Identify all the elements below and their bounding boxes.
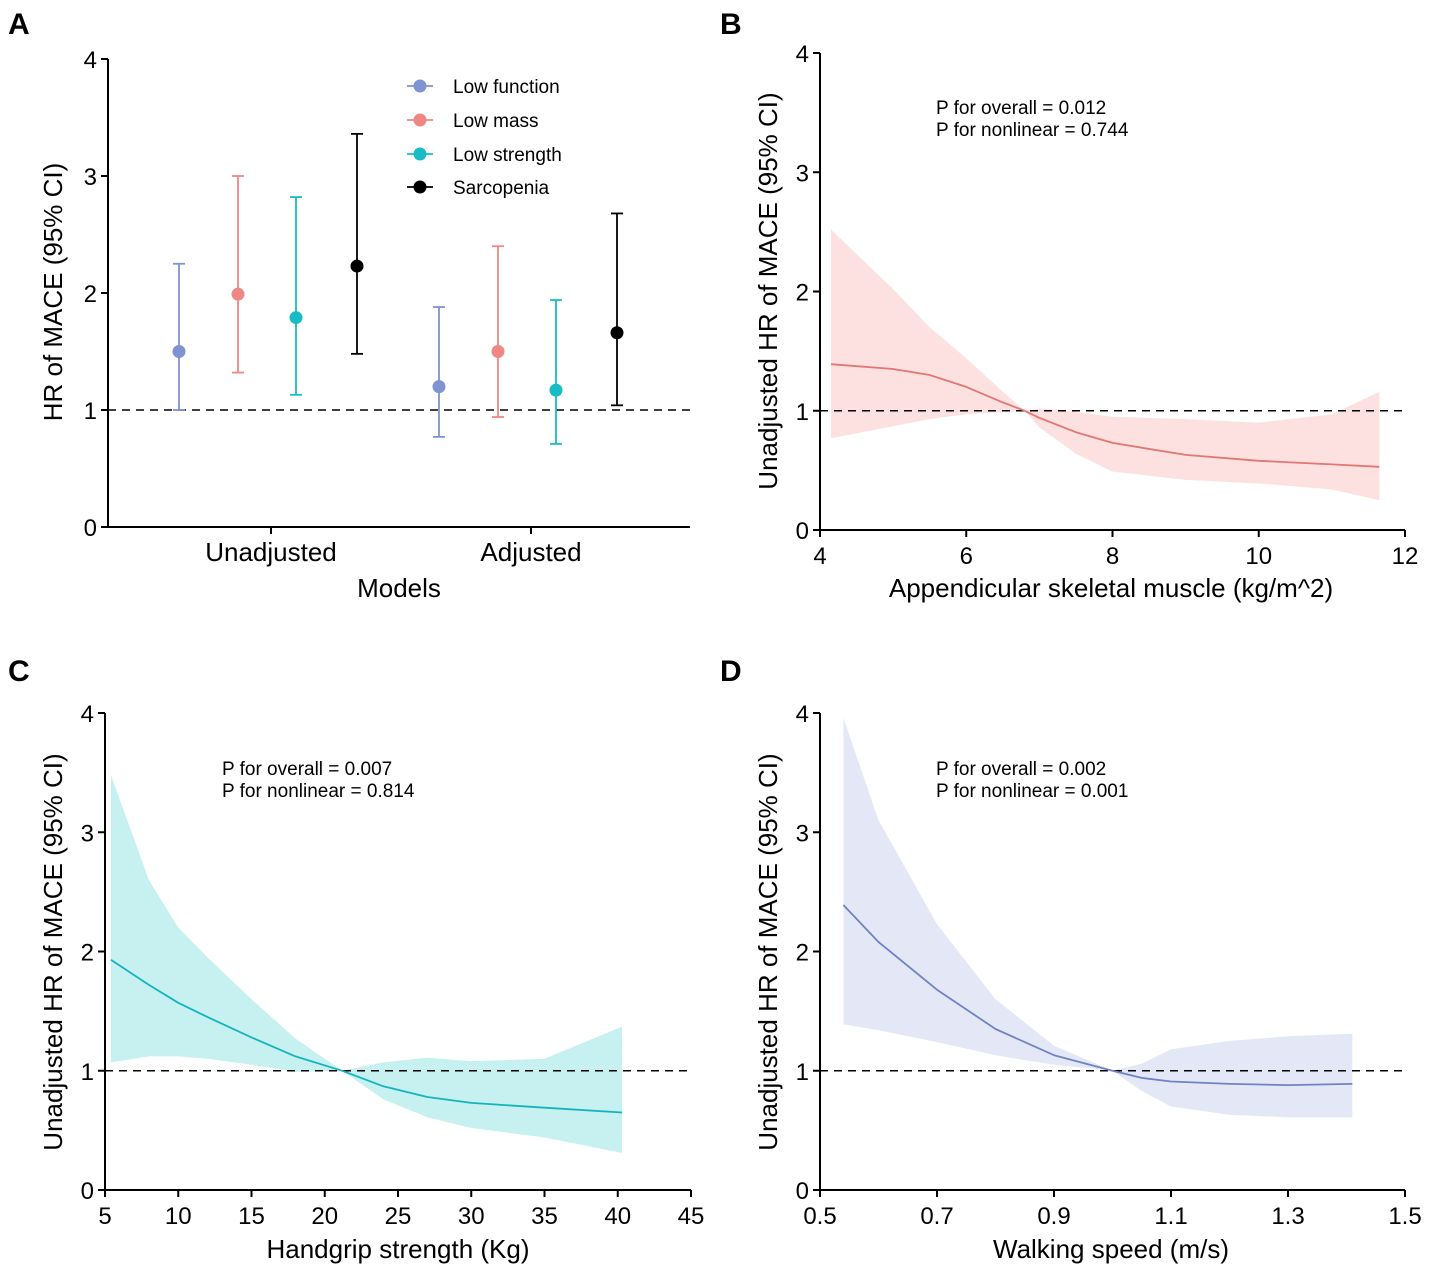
panel-b-label: B [720,8,742,41]
panel-c-ci-band [110,775,623,1153]
panel-d-y-tick-label: 0 [796,1178,809,1205]
errorbar-low-function-unadjusted [172,262,186,411]
legend-label-low-mass: Low mass [453,111,539,132]
errorbar-low-mass-adjusted [491,245,505,418]
panel-b-x-tick-label: 4 [813,543,826,570]
legend-marker-low-mass [413,113,427,127]
panel-c-y-tick-label: 0 [81,1178,94,1205]
errorbar-point [432,380,446,394]
panel-d-y-tick-label: 1 [796,1059,809,1086]
panel-c-x-tick-label: 10 [165,1203,192,1230]
panel-b-x-tick-label: 8 [1106,543,1119,570]
panel-c-x-tick-label: 25 [385,1203,412,1230]
panel-c-hr-curve [110,959,623,1114]
panel-c-label: C [8,655,30,688]
panel-c-y-tick-label: 3 [81,820,94,847]
panel-c-y-tick-label: 4 [81,701,94,728]
errorbar-point [610,326,624,340]
panel-d-xlabel: Walking speed (m/s) [993,1234,1229,1264]
panel-a-y-tick-label: 4 [84,47,97,74]
legend-label-low-strength: Low strength [453,145,562,166]
panel-a-y-tick-label: 0 [84,515,97,542]
panel-c-x-tick-label: 40 [604,1203,631,1230]
panel-b-y-tick-label: 4 [796,41,809,68]
errorbar-low-function-adjusted [432,306,446,438]
panel-d-p-nonlinear: P for nonlinear = 0.001 [936,781,1128,802]
panel-b-x-tick-label: 12 [1392,543,1419,570]
panel-b-y-tick-label: 3 [796,160,809,187]
errorbar-low-strength-unadjusted [289,196,303,396]
panel-a-ylabel: HR of MACE (95% CI) [38,163,68,422]
panel-c-xlabel: Handgrip strength (Kg) [266,1234,529,1264]
legend-marker-low-function [413,79,427,93]
panel-c-x-tick-label: 15 [238,1203,265,1230]
panel-a-legend: Low function Low mass Low strength Sarco… [453,77,562,199]
panel-c-y-tick-label: 2 [81,940,94,967]
panel-d-x-tick-label: 1.5 [1388,1203,1421,1230]
panel-a-cat-unadjusted: Unadjusted [205,537,337,567]
panel-d-x-tick-label: 1.3 [1271,1203,1304,1230]
panel-b-p-overall: P for overall = 0.012 [936,98,1106,119]
panel-d-hr-curve [842,904,1353,1086]
errorbar-point [491,345,505,358]
panel-b-ylabel: Unadjusted HR of MACE (95% CI) [753,92,783,489]
panel-d-x-tick-label: 0.7 [920,1203,953,1230]
panel-d-ci-band [843,717,1353,1118]
legend-marker-sarcopenia [413,180,427,194]
panel-c-x-tick-label: 45 [678,1203,705,1230]
panel-b-xlabel: Appendicular skeletal muscle (kg/m^2) [889,573,1333,603]
panel-c-x-tick-label: 35 [531,1203,558,1230]
panel-a-xlabel: Models [357,573,441,603]
panel-d-ylabel: Unadjusted HR of MACE (95% CI) [753,753,783,1150]
panel-b-hr-curve [830,363,1380,468]
panel-b-ci-band [831,229,1380,501]
errorbar-low-mass-unadjusted [231,175,245,374]
panel-d-y-tick-label: 3 [796,820,809,847]
panel-c-p-nonlinear: P for nonlinear = 0.814 [222,781,415,802]
errorbar-point [172,345,186,358]
errorbar-point [549,383,563,397]
errorbar-sarcopenia-unadjusted [350,132,364,355]
panel-d-label: D [720,655,742,688]
panel-d-p-overall: P for overall = 0.002 [936,759,1106,780]
panel-c-y-tick-label: 1 [81,1059,94,1086]
panel-a-label: A [8,8,30,41]
legend-label-sarcopenia: Sarcopenia [453,178,550,199]
panel-a-y-tick-label: 3 [84,164,97,191]
panel-a-cat-adjusted: Adjusted [480,537,581,567]
panel-b-p-nonlinear: P for nonlinear = 0.744 [936,120,1129,141]
panel-d-y-tick-label: 2 [796,940,809,967]
panel-c-x-tick-label: 20 [311,1203,338,1230]
legend-label-low-function: Low function [453,77,560,98]
panel-b-y-tick-label: 0 [796,518,809,545]
panel-c-p-overall: P for overall = 0.007 [222,759,392,780]
panel-b-x-tick-label: 10 [1245,543,1272,570]
legend-marker-low-strength [413,147,427,161]
errorbar-point [350,259,364,273]
errorbar-low-strength-adjusted [549,299,563,445]
panel-c-x-tick-label: 30 [458,1203,485,1230]
panel-d-y-tick-label: 4 [796,701,809,728]
panel-b-x-tick-label: 6 [960,543,973,570]
errorbar-point [231,287,245,301]
panel-b-y-tick-label: 2 [796,280,809,307]
panel-c-x-tick-label: 5 [98,1203,111,1230]
panel-c-ylabel: Unadjusted HR of MACE (95% CI) [38,753,68,1150]
panel-a-y-tick-label: 1 [84,398,97,425]
panel-d-x-tick-label: 1.1 [1154,1203,1187,1230]
errorbar-point [289,311,303,325]
errorbar-sarcopenia-adjusted [610,212,624,407]
panel-a-y-tick-label: 2 [84,281,97,308]
panel-b-y-tick-label: 1 [796,399,809,426]
panel-d-x-tick-label: 0.9 [1037,1203,1070,1230]
panel-d-x-tick-label: 0.5 [803,1203,836,1230]
